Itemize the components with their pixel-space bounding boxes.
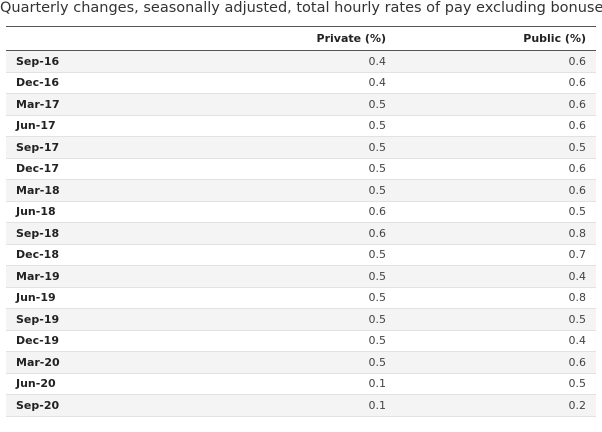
private-value-cell: 0.1 bbox=[196, 394, 396, 417]
private-value-cell: 0.5 bbox=[196, 179, 396, 202]
table-row: Mar-19 0.5 0.4 bbox=[6, 265, 596, 288]
period-cell: Sep-17 bbox=[6, 136, 196, 159]
private-value-cell: 0.5 bbox=[196, 158, 396, 180]
private-value-cell: 0.5 bbox=[196, 136, 396, 159]
table-row: Jun-17 0.5 0.6 bbox=[6, 115, 596, 137]
table-row: Mar-20 0.5 0.6 bbox=[6, 351, 596, 374]
table-row: Mar-17 0.5 0.6 bbox=[6, 93, 596, 116]
table-row: Jun-20 0.1 0.5 bbox=[6, 373, 596, 395]
period-cell: Dec-16 bbox=[6, 72, 196, 94]
period-cell: Mar-20 bbox=[6, 351, 196, 374]
public-value-cell: 0.2 bbox=[396, 394, 596, 417]
period-cell: Mar-18 bbox=[6, 179, 196, 202]
private-value-cell: 0.5 bbox=[196, 308, 396, 331]
table-row: Sep-19 0.5 0.5 bbox=[6, 308, 596, 331]
public-value-cell: 0.6 bbox=[396, 50, 596, 73]
period-cell: Dec-17 bbox=[6, 158, 196, 180]
private-value-cell: 0.6 bbox=[196, 201, 396, 223]
table-row: Mar-18 0.5 0.6 bbox=[6, 179, 596, 202]
private-value-cell: 0.1 bbox=[196, 373, 396, 395]
table-row: Dec-16 0.4 0.6 bbox=[6, 72, 596, 94]
header-private: Private (%) bbox=[196, 26, 396, 51]
private-value-cell: 0.6 bbox=[196, 222, 396, 245]
public-value-cell: 0.8 bbox=[396, 222, 596, 245]
private-value-cell: 0.5 bbox=[196, 244, 396, 266]
public-value-cell: 0.6 bbox=[396, 158, 596, 180]
table-row: Dec-18 0.5 0.7 bbox=[6, 244, 596, 266]
data-table-container: Private (%) Public (%) Sep-16 0.4 0.6 Dec-1… bbox=[6, 26, 596, 417]
public-value-cell: 0.8 bbox=[396, 287, 596, 309]
public-value-cell: 0.5 bbox=[396, 373, 596, 395]
table-header: Private (%) Public (%) bbox=[6, 26, 596, 51]
private-value-cell: 0.5 bbox=[196, 287, 396, 309]
period-cell: Sep-18 bbox=[6, 222, 196, 245]
private-value-cell: 0.5 bbox=[196, 115, 396, 137]
private-value-cell: 0.5 bbox=[196, 330, 396, 352]
table-title: Quarterly changes, seasonally adjusted, … bbox=[0, 0, 602, 16]
table-body: Sep-16 0.4 0.6 Dec-16 0.4 0.6 Mar-17 0.5 0.6 Jun-… bbox=[6, 50, 596, 417]
public-value-cell: 0.6 bbox=[396, 351, 596, 374]
period-cell: Jun-17 bbox=[6, 115, 196, 137]
table-row: Jun-18 0.6 0.5 bbox=[6, 201, 596, 223]
public-value-cell: 0.6 bbox=[396, 93, 596, 116]
period-cell: Mar-19 bbox=[6, 265, 196, 288]
period-cell: Sep-20 bbox=[6, 394, 196, 417]
table-row: Dec-17 0.5 0.6 bbox=[6, 158, 596, 180]
header-period bbox=[6, 26, 196, 51]
period-cell: Jun-19 bbox=[6, 287, 196, 309]
public-value-cell: 0.6 bbox=[396, 115, 596, 137]
private-value-cell: 0.5 bbox=[196, 265, 396, 288]
period-cell: Sep-16 bbox=[6, 50, 196, 73]
period-cell: Sep-19 bbox=[6, 308, 196, 331]
header-row: Private (%) Public (%) bbox=[6, 26, 596, 51]
public-value-cell: 0.7 bbox=[396, 244, 596, 266]
table-row: Sep-20 0.1 0.2 bbox=[6, 394, 596, 417]
table-row: Sep-18 0.6 0.8 bbox=[6, 222, 596, 245]
table-row: Jun-19 0.5 0.8 bbox=[6, 287, 596, 309]
public-value-cell: 0.6 bbox=[396, 179, 596, 202]
private-value-cell: 0.4 bbox=[196, 72, 396, 94]
period-cell: Mar-17 bbox=[6, 93, 196, 116]
pay-changes-table: Private (%) Public (%) Sep-16 0.4 0.6 Dec-1… bbox=[6, 26, 596, 417]
public-value-cell: 0.4 bbox=[396, 330, 596, 352]
private-value-cell: 0.5 bbox=[196, 351, 396, 374]
public-value-cell: 0.5 bbox=[396, 136, 596, 159]
table-row: Dec-19 0.5 0.4 bbox=[6, 330, 596, 352]
private-value-cell: 0.4 bbox=[196, 50, 396, 73]
period-cell: Jun-20 bbox=[6, 373, 196, 395]
private-value-cell: 0.5 bbox=[196, 93, 396, 116]
public-value-cell: 0.4 bbox=[396, 265, 596, 288]
public-value-cell: 0.5 bbox=[396, 201, 596, 223]
header-public: Public (%) bbox=[396, 26, 596, 51]
public-value-cell: 0.5 bbox=[396, 308, 596, 331]
period-cell: Dec-18 bbox=[6, 244, 196, 266]
period-cell: Jun-18 bbox=[6, 201, 196, 223]
table-row: Sep-17 0.5 0.5 bbox=[6, 136, 596, 159]
public-value-cell: 0.6 bbox=[396, 72, 596, 94]
period-cell: Dec-19 bbox=[6, 330, 196, 352]
table-row: Sep-16 0.4 0.6 bbox=[6, 50, 596, 73]
